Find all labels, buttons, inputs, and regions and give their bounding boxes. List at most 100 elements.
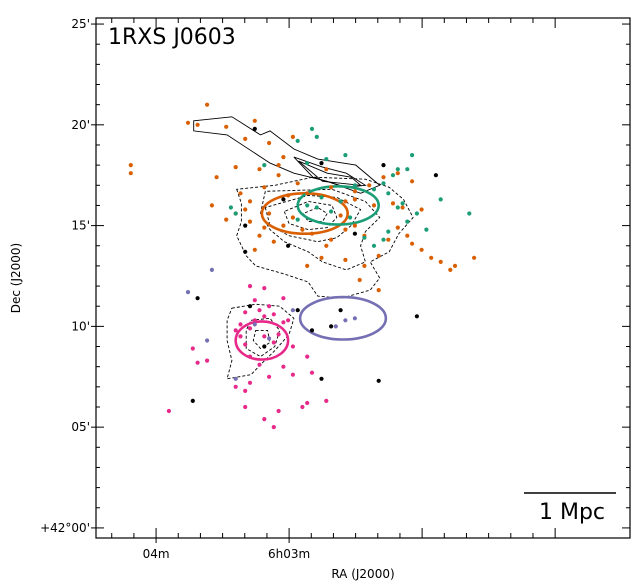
point-s4-19 — [286, 243, 291, 248]
x-tick-label-1: 6h03m — [268, 547, 310, 561]
point-s0-40 — [395, 225, 400, 230]
x-ray-contour-0 — [193, 116, 381, 194]
point-s2-5 — [333, 324, 338, 329]
point-s0-44 — [362, 263, 367, 268]
point-s3-9 — [238, 322, 243, 327]
lensing-contour-7 — [252, 329, 271, 350]
point-s4-9 — [319, 376, 324, 381]
lensing-contours — [226, 176, 414, 380]
point-s0-5 — [243, 136, 248, 141]
point-s3-36 — [271, 340, 276, 345]
point-s0-48 — [309, 231, 315, 236]
point-s0-28 — [352, 197, 357, 202]
point-s0-42 — [376, 253, 381, 258]
point-s4-10 — [190, 398, 195, 403]
point-s3-0 — [247, 284, 253, 289]
point-s4-12 — [243, 223, 248, 228]
point-s0-61 — [243, 207, 248, 212]
point-s0-47 — [324, 243, 329, 248]
point-s4-4 — [247, 304, 253, 309]
point-s1-8 — [405, 167, 410, 172]
point-s0-58 — [209, 203, 214, 208]
point-s0-2 — [185, 120, 191, 125]
point-s3-32 — [262, 417, 267, 422]
point-s3-22 — [205, 358, 210, 363]
point-s0-70 — [305, 263, 310, 268]
point-s0-21 — [329, 185, 334, 190]
point-s0-12 — [214, 175, 219, 180]
point-s3-1 — [262, 286, 267, 291]
x-axis-label: RA (J2000) — [331, 567, 394, 581]
point-s0-67 — [319, 255, 324, 260]
point-s1-13 — [400, 201, 405, 206]
y-axis-label: Dec (J2000) — [9, 243, 23, 313]
point-s4-8 — [376, 378, 381, 383]
point-s0-3 — [195, 122, 200, 127]
galaxy-points — [128, 102, 477, 430]
point-s3-6 — [276, 332, 281, 337]
x-ray-contour-2 — [298, 160, 362, 186]
point-s0-14 — [324, 167, 329, 172]
point-s0-7 — [267, 140, 272, 146]
point-s0-18 — [247, 199, 253, 204]
ring-1 — [296, 184, 381, 226]
point-s1-6 — [343, 153, 348, 158]
point-s0-54 — [262, 225, 267, 230]
y-tick-label-0: +42°00' — [40, 521, 90, 535]
point-s0-26 — [410, 179, 415, 184]
point-s4-2 — [243, 249, 248, 254]
point-s0-45 — [376, 288, 381, 293]
point-s4-17 — [352, 231, 357, 236]
lensing-contour-0 — [236, 176, 414, 299]
point-s4-11 — [281, 197, 286, 202]
point-s4-0 — [252, 126, 257, 131]
point-s0-43 — [357, 277, 362, 283]
point-s0-16 — [262, 185, 267, 190]
point-s0-68 — [343, 227, 348, 232]
point-s1-2 — [295, 138, 300, 143]
point-s0-1 — [252, 118, 257, 123]
point-s0-23 — [367, 183, 372, 188]
point-s3-18 — [309, 370, 315, 375]
point-s1-14 — [395, 205, 400, 210]
point-s0-66 — [329, 237, 334, 242]
y-tick-label-5: 25' — [71, 17, 90, 31]
point-s4-18 — [433, 173, 438, 178]
plot-frame — [95, 17, 631, 539]
point-s3-38 — [281, 296, 286, 301]
lensing-contour-6 — [245, 317, 281, 358]
y-tick-label-1: 05' — [71, 420, 90, 434]
point-s2-6 — [205, 338, 210, 343]
ring-3 — [234, 320, 290, 361]
x-tick-label-0: 04m — [143, 547, 170, 561]
point-s3-31 — [324, 398, 329, 403]
point-s0-24 — [381, 175, 386, 180]
point-s2-3 — [343, 318, 348, 323]
point-s0-62 — [267, 211, 272, 216]
x-ray-contours — [193, 116, 381, 194]
point-s1-12 — [386, 191, 391, 196]
point-s0-50 — [290, 215, 295, 220]
point-s1-27 — [467, 211, 472, 216]
y-tick-label-2: 10' — [71, 319, 90, 333]
point-s1-17 — [386, 229, 391, 234]
point-s0-9 — [276, 163, 281, 168]
point-s0-10 — [257, 167, 262, 172]
point-s3-17 — [290, 372, 295, 377]
point-s0-57 — [224, 217, 229, 222]
point-s0-39 — [472, 255, 477, 260]
point-s0-64 — [338, 213, 343, 218]
point-s2-8 — [252, 322, 257, 327]
point-s3-34 — [166, 408, 171, 414]
point-s0-41 — [386, 237, 391, 242]
point-s0-38 — [448, 267, 453, 272]
y-tick-label-4: 20' — [71, 118, 90, 132]
point-s0-4 — [224, 124, 229, 129]
point-s3-25 — [247, 380, 253, 385]
point-s3-41 — [238, 334, 243, 339]
point-s0-63 — [257, 233, 262, 238]
point-s1-28 — [424, 227, 429, 232]
point-s4-16 — [262, 344, 267, 349]
point-s1-31 — [295, 217, 300, 222]
point-s1-24 — [329, 209, 334, 214]
